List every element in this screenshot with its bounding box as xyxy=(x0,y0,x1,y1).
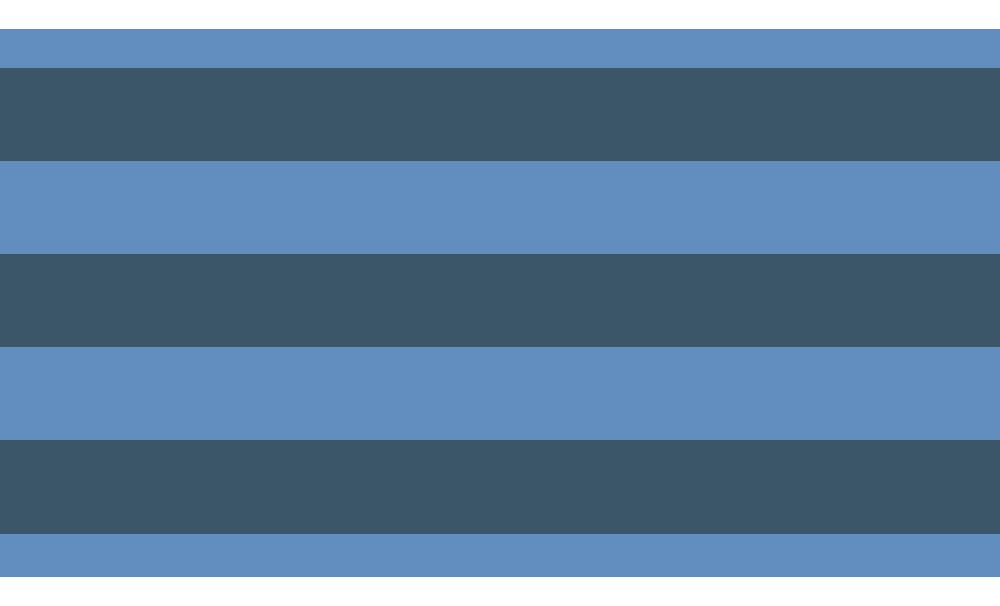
light-stripe xyxy=(0,347,1000,440)
light-stripe xyxy=(0,161,1000,254)
light-stripe xyxy=(0,534,1000,577)
dark-stripe xyxy=(0,440,1000,534)
light-stripe xyxy=(0,29,1000,68)
striped-flag xyxy=(0,29,1000,577)
dark-stripe xyxy=(0,68,1000,161)
dark-stripe xyxy=(0,254,1000,347)
